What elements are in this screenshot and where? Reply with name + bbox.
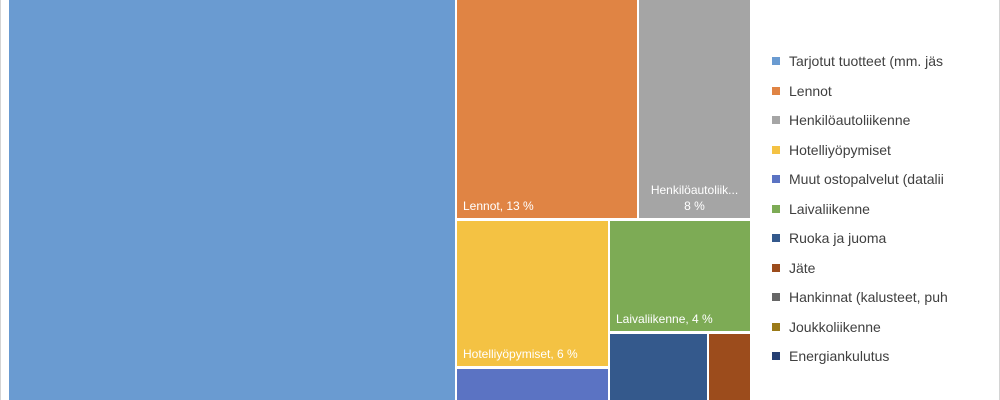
legend-label-energiankulutus: Energiankulutus — [789, 348, 890, 364]
treemap-tile-tarjotut-tuotteet-mm-jas — [9, 0, 455, 400]
legend-swatch-hotelliyopymiset — [772, 145, 780, 154]
data-label-henkiloautoliikenne-line-1: Henkilöautoliik... — [651, 183, 738, 197]
legend-label-hankinnat-kalusteet-puh: Hankinnat (kalusteet, puh — [789, 289, 948, 305]
data-label-henkiloautoliikenne-line-2: 8 % — [684, 199, 705, 213]
treemap-plot-area: Lennot, 13 % Henkilöautoliik... 8 % Hotelli… — [9, 0, 751, 400]
treemap-tile-hotelliyopymiset — [457, 221, 608, 366]
legend-entry-energiankulutus: Energiankulutus — [772, 345, 994, 367]
legend-swatch-muut-ostopalvelut-datalii — [772, 175, 780, 183]
legend-label-joukkoliikenne: Joukkoliikenne — [789, 318, 881, 335]
treemap-tile-muut-ostopalvelut-datalii — [457, 369, 608, 400]
legend-entry-muut-ostopalvelut-datalii: Muut ostopalvelut (datalii — [772, 168, 994, 190]
legend-entry-hankinnat-kalusteet-puh: Hankinnat (kalusteet, puh — [772, 286, 994, 308]
data-label-laivaliikenne: Laivaliikenne, 4 % — [616, 312, 713, 326]
legend-label-jate: Jäte — [789, 259, 816, 276]
legend-label-henkiloautoliikenne: Henkilöautoliikenne — [789, 112, 911, 128]
data-label-hotelliyopymiset: Hotelliyöpymiset, 6 % — [463, 347, 578, 361]
legend-entry-lennot: Lennot — [772, 80, 994, 102]
legend-label-laivaliikenne: Laivaliikenne — [789, 200, 870, 217]
treemap-tile-ruoka-ja-juoma — [610, 334, 707, 400]
legend-swatch-joukkoliikenne — [772, 322, 780, 331]
legend-entry-henkiloautoliikenne: Henkilöautoliikenne — [772, 109, 994, 131]
legend-swatch-ruoka-ja-juoma — [772, 234, 780, 242]
legend-entry-hotelliyopymiset: Hotelliyöpymiset — [772, 139, 994, 161]
legend-swatch-jate — [772, 263, 780, 272]
legend-swatch-tarjotut-tuotteet-mm-jas — [772, 57, 780, 65]
treemap-tile-henkiloautoliikenne — [639, 0, 750, 218]
legend-swatch-energiankulutus — [772, 352, 780, 360]
legend-entry-tarjotut-tuotteet-mm-jas: Tarjotut tuotteet (mm. jäs — [772, 50, 994, 72]
legend-entry-joukkoliikenne: Joukkoliikenne — [772, 316, 994, 338]
legend-entry-jate: Jäte — [772, 257, 994, 279]
legend-swatch-lennot — [772, 86, 780, 95]
legend-label-tarjotut-tuotteet-mm-jas: Tarjotut tuotteet (mm. jäs — [789, 53, 944, 69]
treemap-tile-jate — [709, 334, 750, 400]
treemap-tile-laivaliikenne — [610, 221, 750, 331]
legend-label-ruoka-ja-juoma: Ruoka ja juoma — [789, 230, 887, 246]
legend-entry-ruoka-ja-juoma: Ruoka ja juoma — [772, 227, 994, 249]
legend: Tarjotut tuotteet (mm. jäs Lennot Henkilöa… — [772, 50, 994, 370]
treemap-svg: Lennot, 13 % Henkilöautoliik... 8 % Hotelli… — [9, 0, 750, 400]
legend-label-muut-ostopalvelut-datalii: Muut ostopalvelut (datalii — [789, 171, 944, 187]
legend-entry-laivaliikenne: Laivaliikenne — [772, 198, 994, 220]
treemap-tile-lennot — [457, 0, 637, 218]
data-label-lennot: Lennot, 13 % — [463, 199, 534, 213]
legend-label-hotelliyopymiset: Hotelliyöpymiset — [789, 141, 891, 158]
legend-swatch-henkiloautoliikenne — [772, 116, 780, 124]
legend-swatch-laivaliikenne — [772, 204, 780, 213]
legend-swatch-hankinnat-kalusteet-puh — [772, 293, 780, 301]
legend-label-lennot: Lennot — [789, 82, 832, 99]
